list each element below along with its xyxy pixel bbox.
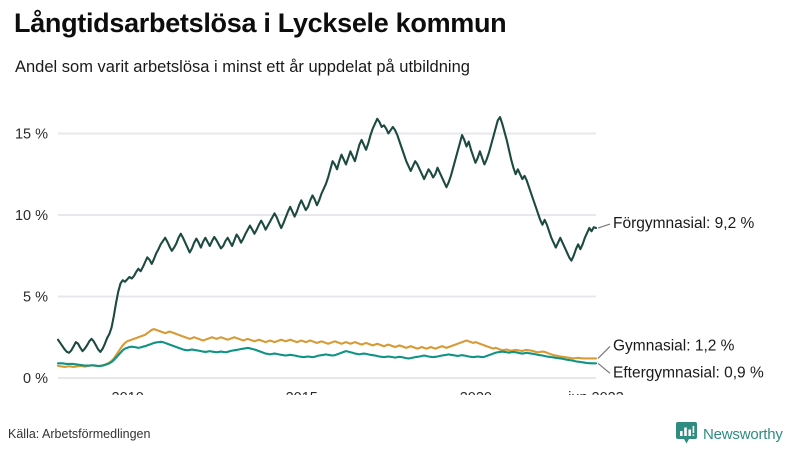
x-tick-label: jun 2023: [567, 390, 624, 395]
bar-chart-pin-icon: [676, 422, 697, 444]
logo-wordmark: Newsworthy: [703, 425, 783, 443]
y-tick-label: 10 %: [15, 208, 48, 224]
x-axis-tick-labels: 2010 2015 2020 jun 2023: [112, 390, 624, 395]
chart-subtitle: Andel som varit arbetslösa i minst ett å…: [15, 58, 470, 76]
series-end-label: Eftergymnasial: 0,9 %: [613, 364, 764, 381]
series-end-label: Förgymnasial: 9,2 %: [613, 215, 754, 232]
series-end-label: Gymnasial: 1,2 %: [613, 337, 735, 354]
label-leader-line: [597, 346, 611, 359]
line-chart-plot: 0 % 5 % 10 % 15 % 2010 2015 2020 jun 2023 Förg…: [15, 116, 764, 395]
series-line: [56, 328, 598, 368]
x-tick-label: 2020: [460, 390, 492, 395]
label-leader-line: [597, 362, 611, 374]
source-note: Källa: Arbetsförmedlingen: [8, 427, 151, 441]
series-line: [56, 340, 598, 367]
gridlines: [58, 132, 596, 379]
page-title: Långtidsarbetslösa i Lycksele kommun: [14, 8, 507, 38]
newsworthy-logo[interactable]: Newsworthy: [676, 421, 783, 447]
series-line: [56, 116, 598, 354]
data-series-group: [56, 116, 598, 368]
x-tick-label: 2010: [112, 390, 144, 395]
label-leader-line: [597, 223, 611, 229]
y-tick-label: 15 %: [15, 126, 48, 142]
series-end-labels: Förgymnasial: 9,2 % Gymnasial: 1,2 % Efter…: [597, 215, 764, 381]
x-tick-label: 2015: [286, 390, 318, 395]
y-tick-label: 5 %: [23, 289, 48, 305]
y-tick-label: 0 %: [23, 371, 48, 387]
y-axis-tick-labels: 0 % 5 % 10 % 15 %: [15, 126, 48, 387]
